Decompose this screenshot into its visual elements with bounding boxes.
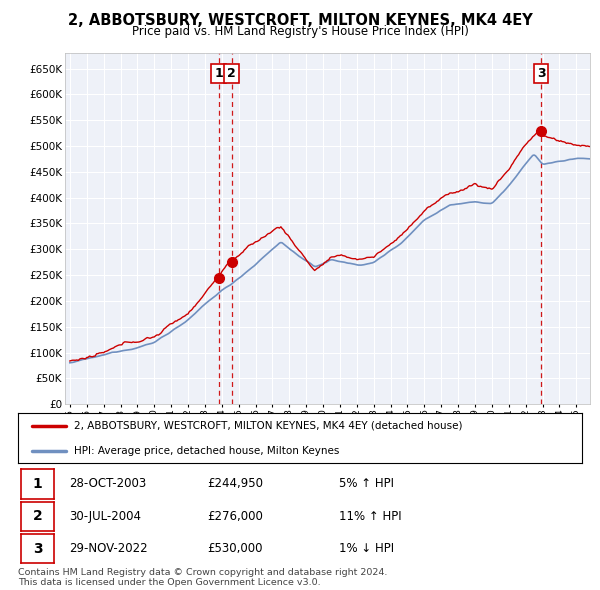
Text: £244,950: £244,950 [207, 477, 263, 490]
Text: Contains HM Land Registry data © Crown copyright and database right 2024.: Contains HM Land Registry data © Crown c… [18, 568, 388, 577]
Text: 3: 3 [537, 67, 545, 80]
Text: 1: 1 [32, 477, 43, 491]
Text: 29-NOV-2022: 29-NOV-2022 [69, 542, 148, 555]
Text: 11% ↑ HPI: 11% ↑ HPI [339, 510, 401, 523]
Text: 1% ↓ HPI: 1% ↓ HPI [339, 542, 394, 555]
Text: 1: 1 [215, 67, 223, 80]
Text: 2, ABBOTSBURY, WESTCROFT, MILTON KEYNES, MK4 4EY: 2, ABBOTSBURY, WESTCROFT, MILTON KEYNES,… [68, 13, 532, 28]
Text: 2, ABBOTSBURY, WESTCROFT, MILTON KEYNES, MK4 4EY (detached house): 2, ABBOTSBURY, WESTCROFT, MILTON KEYNES,… [74, 421, 463, 431]
Text: 5% ↑ HPI: 5% ↑ HPI [339, 477, 394, 490]
Text: £276,000: £276,000 [207, 510, 263, 523]
Text: £530,000: £530,000 [207, 542, 263, 555]
Text: 3: 3 [32, 542, 43, 556]
Text: 2: 2 [227, 67, 236, 80]
Text: 2: 2 [32, 509, 43, 523]
Text: Price paid vs. HM Land Registry's House Price Index (HPI): Price paid vs. HM Land Registry's House … [131, 25, 469, 38]
Text: This data is licensed under the Open Government Licence v3.0.: This data is licensed under the Open Gov… [18, 578, 320, 588]
Text: 28-OCT-2003: 28-OCT-2003 [69, 477, 146, 490]
Text: 30-JUL-2004: 30-JUL-2004 [69, 510, 141, 523]
Text: HPI: Average price, detached house, Milton Keynes: HPI: Average price, detached house, Milt… [74, 445, 340, 455]
